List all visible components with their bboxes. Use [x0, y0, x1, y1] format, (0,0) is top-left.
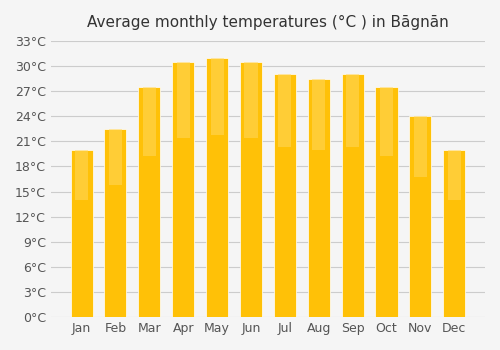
- Bar: [312, 78, 326, 150]
- Bar: [443, 150, 466, 317]
- Bar: [278, 75, 291, 147]
- Bar: [244, 62, 258, 138]
- Bar: [143, 87, 156, 156]
- Bar: [274, 75, 296, 317]
- Bar: [376, 87, 398, 317]
- Bar: [172, 62, 194, 317]
- Bar: [240, 62, 262, 317]
- Bar: [206, 58, 228, 317]
- Bar: [448, 150, 461, 200]
- Bar: [75, 150, 88, 200]
- Bar: [109, 129, 122, 185]
- Bar: [308, 78, 330, 317]
- Bar: [346, 75, 359, 147]
- Bar: [176, 62, 190, 138]
- Bar: [410, 116, 432, 317]
- Bar: [104, 129, 126, 317]
- Bar: [380, 87, 393, 156]
- Title: Average monthly temperatures (°C ) in Bāgnān: Average monthly temperatures (°C ) in Bā…: [87, 15, 449, 30]
- Bar: [342, 75, 363, 317]
- Bar: [210, 58, 224, 135]
- Bar: [138, 87, 160, 317]
- Bar: [70, 150, 92, 317]
- Bar: [414, 116, 427, 176]
